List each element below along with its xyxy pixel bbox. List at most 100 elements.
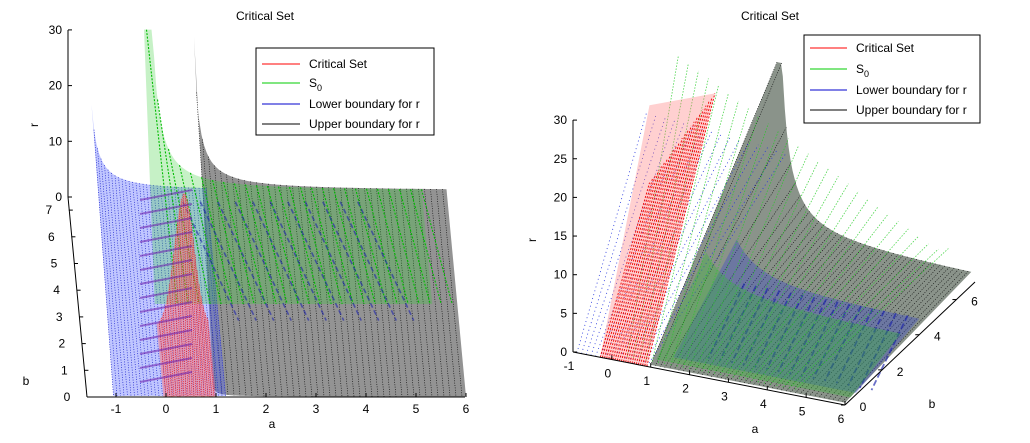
left-critical-set-line <box>162 312 171 398</box>
left-lower-boundary-line <box>156 185 177 396</box>
left-b-tick-label: 1 <box>61 363 68 377</box>
right-upper-boundary-line <box>785 257 913 392</box>
right-upper-boundary-line <box>813 264 941 397</box>
right-upper-boundary-line <box>650 62 778 365</box>
right-s0-ray <box>782 243 929 388</box>
left-b-tick-label: 7 <box>45 203 52 217</box>
left-a-tick-label: -1 <box>111 402 122 416</box>
right-critical-set-line <box>599 182 650 358</box>
left-s0-band <box>357 201 415 321</box>
left-upper-boundary-line <box>244 180 265 397</box>
left-critical-set-line <box>188 209 197 398</box>
right-s0-ray <box>695 138 789 371</box>
left-critical-set-line <box>190 222 199 398</box>
left-legend-box <box>255 47 435 136</box>
left-upper-boundary-line <box>316 186 337 397</box>
right-critical-set-line <box>623 137 683 362</box>
right-upper-boundary-line <box>706 230 834 376</box>
right-a-axis-line <box>572 351 846 406</box>
left-b-tick-label: 3 <box>56 310 63 324</box>
left-s0-line <box>354 188 387 305</box>
right-lower-boundary-band <box>730 287 769 364</box>
left-r-tick-label: 10 <box>49 134 63 148</box>
right-xlabel: a <box>752 422 759 436</box>
left-critical-set-line <box>206 317 215 398</box>
right-lower-boundary-band <box>870 315 909 391</box>
right-upper-boundary-line <box>673 195 801 370</box>
left-s0-line <box>277 186 310 305</box>
right-b-tick-label: 0 <box>860 400 867 414</box>
right-upper-boundary-line <box>790 258 918 393</box>
right-s0-surface <box>626 55 949 398</box>
left-upper-boundary-line <box>196 92 217 392</box>
left-critical-set-line <box>176 222 185 398</box>
left-upper-boundary-line <box>322 186 343 397</box>
right-s0-ray <box>745 198 869 381</box>
right-upper-boundary-line <box>734 242 862 382</box>
left-upper-boundary-line <box>274 184 295 397</box>
right-critical-set-surface <box>599 93 716 367</box>
right-upper-boundary-line <box>697 224 824 375</box>
right-upper-boundary-line <box>743 246 871 384</box>
right-upper-boundary-line <box>739 244 866 383</box>
left-zlabel: r <box>27 123 41 127</box>
right-a-tick-label: 3 <box>721 389 728 403</box>
left-r-tick-label: 30 <box>49 23 63 37</box>
right-critical-set-line <box>633 117 698 365</box>
right-critical-set-line <box>620 141 680 362</box>
right-upper-boundary-line <box>757 250 885 386</box>
left-critical-overlap <box>139 259 193 271</box>
right-s0-ray <box>757 213 889 383</box>
left-ylabel: b <box>23 374 30 388</box>
right-legend: Critical Set S0 Lower boundary for r Upp… <box>803 34 981 124</box>
right-s0-ray <box>776 236 919 387</box>
left-lower-boundary-line <box>128 181 149 396</box>
left-s0-line <box>178 164 211 305</box>
right-r-tick-label: 15 <box>554 229 568 243</box>
right-lower-boundary-band <box>765 294 804 371</box>
right-upper-boundary-line <box>655 62 782 366</box>
left-s0-line <box>387 188 420 305</box>
left-legend-s0: S0 <box>309 76 322 93</box>
right-upper-boundary-line <box>692 221 820 374</box>
left-upper-boundary-line <box>232 176 253 397</box>
right-critical-set-line <box>642 101 710 366</box>
right-upper-boundary-line <box>827 267 955 400</box>
left-critical-overlap <box>139 329 193 341</box>
right-upper-boundary-line <box>818 265 946 398</box>
left-lower-boundary-fill <box>91 104 226 396</box>
right-a-ticks: -1 0 1 2 3 4 5 6 <box>564 348 846 426</box>
left-b-tick-label: 0 <box>64 390 71 404</box>
left-xlabel: a <box>269 417 276 431</box>
right-lower-boundary-band <box>859 312 897 389</box>
left-critical-set-line <box>178 209 187 398</box>
right-lower-boundary-ray <box>618 136 731 362</box>
right-s0-ray <box>676 115 759 367</box>
right-title: Critical Set <box>741 9 800 23</box>
left-a-tick-label: 5 <box>413 402 420 416</box>
left-b-tick-label: 6 <box>48 230 55 244</box>
left-s0-line <box>420 189 453 305</box>
left-upper-boundary-line <box>430 188 451 397</box>
left-s0-line <box>200 177 233 305</box>
left-critical-overlap <box>139 371 193 383</box>
left-s0-band <box>269 201 327 321</box>
right-s0-ray <box>651 85 719 362</box>
right-upper-boundary-line <box>711 233 838 377</box>
right-s0-ray <box>726 176 839 377</box>
left-critical-set-line <box>192 238 201 398</box>
left-upper-boundary-line <box>442 189 463 397</box>
left-critical-set-line <box>182 193 191 398</box>
left-s0-line <box>365 188 398 305</box>
right-critical-set-line <box>637 109 704 365</box>
right-legend-lower-boundary: Lower boundary for r <box>856 83 967 97</box>
left-s0-line <box>145 29 178 305</box>
left-s0-line <box>189 172 222 305</box>
left-lower-boundary-line <box>118 177 139 396</box>
right-s0-ray <box>763 221 899 384</box>
left-r-ticks: 0 10 20 30 <box>49 23 72 204</box>
right-r-tick-label: 20 <box>554 190 568 204</box>
right-s0-ray <box>701 145 799 372</box>
right-s0-ray <box>738 191 859 379</box>
left-s0-line <box>255 185 288 305</box>
